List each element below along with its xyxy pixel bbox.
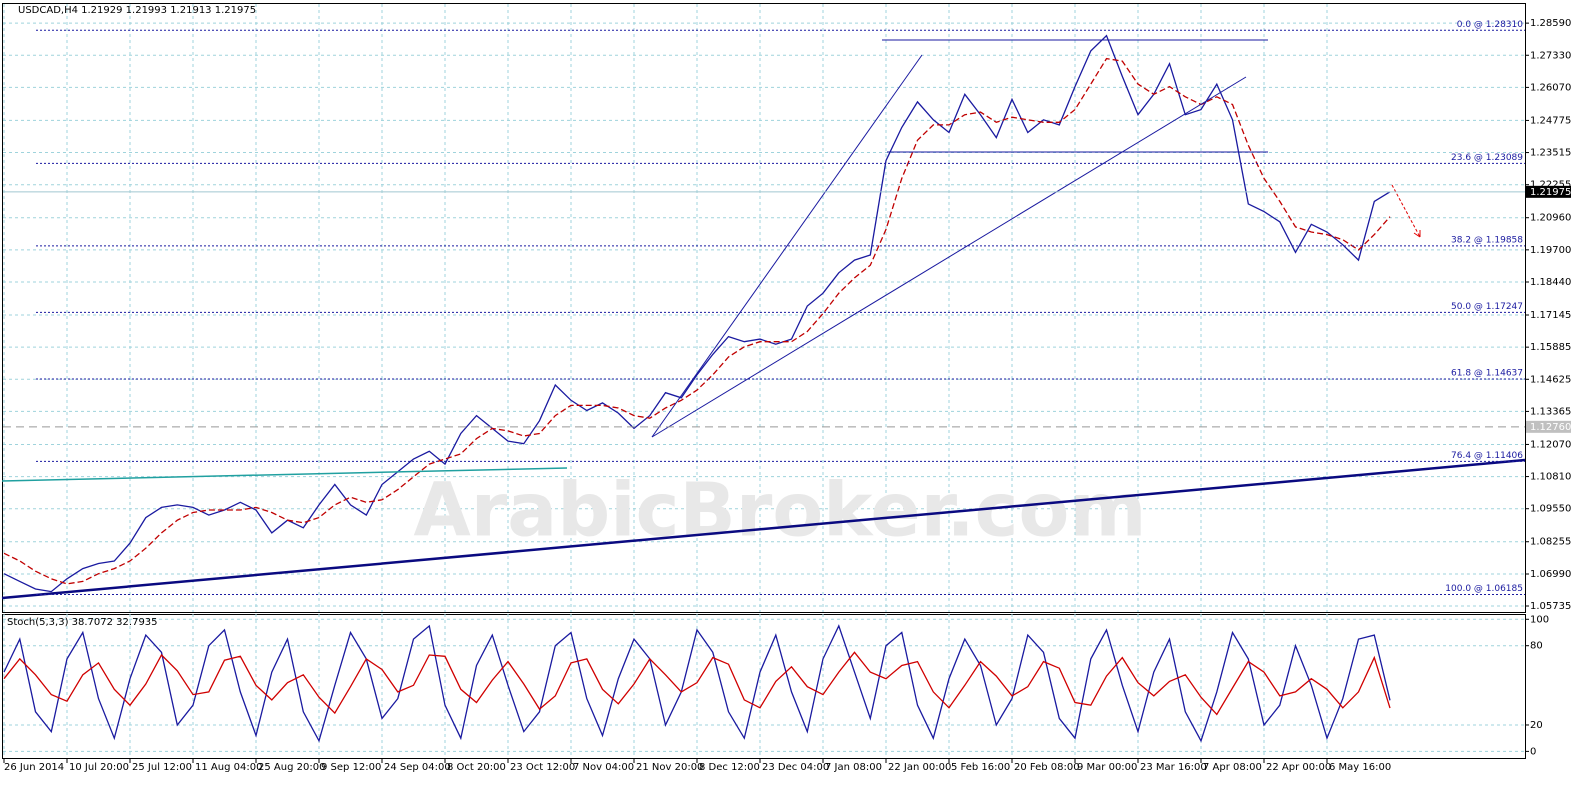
x-tick-label: 23 Oct 12:00 [510,762,575,773]
x-tick-label: 22 Jan 00:00 [888,762,951,773]
y-tick-label: 1.19700 [1530,245,1571,256]
reference-label: 1.12760 [1530,422,1571,433]
series-line [3,651,1391,716]
y-tick-label: 1.24775 [1530,115,1571,126]
x-tick-label: 9 Sep 12:00 [321,762,381,773]
x-tick-label: 7 Nov 04:00 [573,762,634,773]
x-tick-label: 7 Jan 08:00 [825,762,882,773]
x-tick-label: 9 Mar 00:00 [1077,762,1137,773]
stoch-title: Stoch(5,3,3) 38.7072 32.7935 [7,617,158,628]
x-tick-label: 24 Sep 04:00 [384,762,451,773]
watermark: ArabicBroker.com [414,468,1147,554]
y-tick-label: 1.12070 [1530,439,1571,450]
arrow-head [1413,230,1421,238]
fib-label: 38.2 @ 1.19858 [1451,235,1523,245]
fib-label: 76.4 @ 1.11406 [1451,451,1523,461]
x-tick-label: 6 May 16:00 [1329,762,1391,773]
y-tick-label: 1.27330 [1530,50,1571,61]
y-tick-label: 1.05735 [1530,601,1571,612]
x-tick-label: 23 Mar 16:00 [1140,762,1207,773]
trendline [651,76,1247,438]
y-tick-label: 80 [1530,641,1543,652]
y-tick-label: 1.18440 [1530,277,1571,288]
trendlines [1,39,1526,600]
fib-label: 50.0 @ 1.17247 [1451,302,1523,312]
y-tick-label: 1.22255 [1530,180,1571,191]
x-tick-label: 5 Feb 16:00 [951,762,1010,773]
y-tick-label: 1.06990 [1530,569,1571,580]
x-tick-label: 25 Aug 20:00 [258,762,325,773]
fib-label: 61.8 @ 1.14637 [1451,368,1523,378]
y-tick-label: 1.20960 [1530,213,1571,224]
x-tick-label: 21 Nov 20:00 [636,762,703,773]
y-tick-label: 1.08255 [1530,537,1571,548]
series-line [3,57,1391,585]
trendline [1,458,1526,600]
trendline [651,54,923,438]
x-tick-label: 20 Feb 08:00 [1014,762,1080,773]
plot [3,34,1391,743]
x-tick-label: 22 Apr 00:00 [1266,762,1331,773]
x-tick-label: 10 Jul 20:00 [69,762,129,773]
x-tick-label: 11 Aug 04:00 [195,762,262,773]
y-tick-label: 1.23515 [1530,148,1571,159]
x-tick-label: 25 Jul 12:00 [132,762,192,773]
trendline [1,467,568,482]
current-price-label: 1.21975 [1530,187,1571,198]
price-panel [2,3,1526,613]
overlay [3,29,1525,596]
y-tick-label: 1.13365 [1530,406,1571,417]
x-tick-label: 26 Jun 2014 [4,762,64,773]
y-tick-label: 100 [1530,614,1549,625]
current-price-box [1526,185,1571,198]
y-tick-label: 1.17145 [1530,310,1571,321]
stoch-panel [2,614,1526,759]
y-tick-label: 20 [1530,720,1543,731]
fib-label: 100.0 @ 1.06185 [1445,584,1523,594]
y-tick-label: 1.15885 [1530,342,1571,353]
fib-label: 23.6 @ 1.23089 [1451,153,1523,163]
series-line [3,624,1391,743]
y-tick-label: 0 [1530,746,1536,757]
x-tick-label: 8 Dec 12:00 [699,762,760,773]
x-tick-label: 7 Apr 08:00 [1203,762,1262,773]
series-line [3,34,1391,593]
reference-box [1526,420,1571,433]
y-tick-label: 1.28590 [1530,18,1571,29]
y-tick-label: 1.09550 [1530,504,1571,515]
y-tick-label: 1.10810 [1530,472,1571,483]
fib-label: 0.0 @ 1.28310 [1457,20,1524,30]
chart-title: USDCAD,H4 1.21929 1.21993 1.21913 1.2197… [18,5,256,16]
grid [3,4,1529,763]
y-tick-label: 1.26070 [1530,82,1571,93]
y-tick-label: 1.14625 [1530,374,1571,385]
x-tick-label: 23 Dec 04:00 [762,762,829,773]
x-tick-label: 8 Oct 20:00 [447,762,506,773]
